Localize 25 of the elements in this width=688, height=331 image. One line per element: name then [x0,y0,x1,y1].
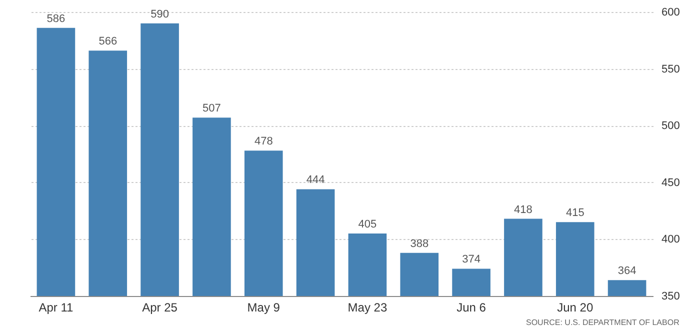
data-label: 374 [462,254,480,266]
y-tick-label: 500 [662,120,680,132]
x-tick-label: Apr 11 [38,300,74,314]
x-tick-label: Jun 6 [456,300,486,314]
y-tick-label: 550 [662,63,680,76]
data-label: 418 [514,204,532,216]
data-label: 415 [566,207,584,220]
data-label: 507 [202,102,221,115]
x-tick-label: May 23 [348,300,388,314]
data-label: 364 [618,265,636,278]
data-label: 405 [358,218,377,231]
y-tick-label: 350 [662,290,680,302]
data-label: 388 [410,238,429,250]
data-label: 444 [306,174,325,186]
x-tick-label: Jun 20 [557,300,594,314]
data-label: 566 [98,36,118,48]
data-label: 586 [46,12,66,25]
y-tick-label: 450 [662,176,680,189]
y-tick-label: 600 [662,6,680,18]
x-tick-label: Apr 25 [142,300,178,314]
y-tick-label: 400 [662,234,680,246]
x-tick-label: May 9 [247,300,280,314]
data-label: 478 [254,136,273,148]
source-note: SOURCE: U.S. DEPARTMENT OF LABOR [526,318,680,327]
data-label: 590 [150,8,169,20]
